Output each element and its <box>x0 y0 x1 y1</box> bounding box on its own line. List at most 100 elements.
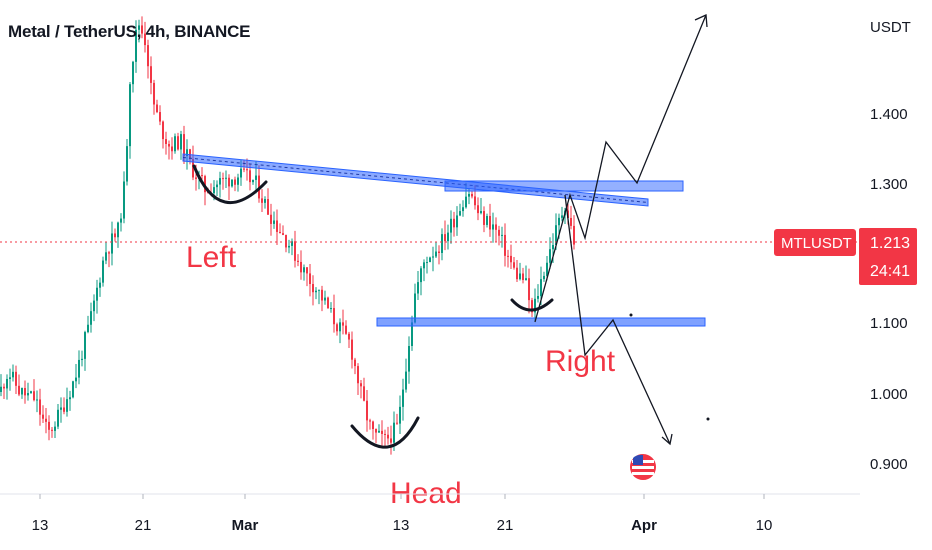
candle-body <box>264 199 266 203</box>
candle-body <box>30 391 32 394</box>
candle-body <box>546 262 548 276</box>
candle-body <box>123 181 125 219</box>
candle-body <box>288 245 290 248</box>
candle-body <box>351 339 353 360</box>
candle-body <box>27 393 29 396</box>
candle-body <box>498 229 500 236</box>
candle-body <box>435 251 437 257</box>
candle-body <box>9 377 11 379</box>
candle-body <box>534 298 536 313</box>
x-tick-label: Mar <box>232 517 259 534</box>
candle-body <box>255 175 257 180</box>
candle-body <box>420 268 422 283</box>
us-flag-event-icon[interactable] <box>628 452 658 482</box>
candle-body <box>303 267 305 273</box>
x-tick-label: 21 <box>497 517 514 534</box>
candle-body <box>315 290 317 293</box>
candle-body <box>78 359 80 378</box>
candle-body <box>147 45 149 67</box>
candle-body <box>36 399 38 401</box>
candle-body <box>522 273 524 280</box>
candle-body <box>105 252 107 261</box>
candle-body <box>327 297 329 309</box>
candle-body <box>330 308 332 310</box>
candle-body <box>468 193 470 197</box>
candle-body <box>477 205 479 214</box>
candle-body <box>486 216 488 225</box>
candle-body <box>75 377 77 382</box>
candle-body <box>348 333 350 340</box>
candle-body <box>51 429 53 431</box>
candle-body <box>42 414 44 419</box>
candle-body <box>441 234 443 253</box>
candle-body <box>3 386 5 389</box>
candle-body <box>48 421 50 430</box>
candle-body <box>483 211 485 225</box>
candle-body <box>24 388 26 396</box>
candle-body <box>414 293 416 323</box>
candle-body <box>15 371 17 386</box>
candle-body <box>12 371 14 378</box>
candle-body <box>165 139 167 144</box>
candle-body <box>57 409 59 427</box>
candle-body <box>444 234 446 242</box>
candle-body <box>279 231 281 234</box>
candle-body <box>90 311 92 325</box>
candle-body <box>45 418 47 422</box>
symbol-label: MTLUSDT <box>781 235 852 252</box>
candle-body <box>399 406 401 424</box>
candle-body <box>372 421 374 430</box>
candle-body <box>363 386 365 401</box>
candle-body <box>84 332 86 359</box>
candle-body <box>549 249 551 263</box>
candle-body <box>141 25 143 34</box>
candle-body <box>159 112 161 122</box>
x-ticks <box>39 494 765 499</box>
candle-body <box>471 193 473 197</box>
candle-body <box>219 178 221 185</box>
candle-body <box>408 346 410 372</box>
candle-body <box>336 324 338 332</box>
bearish-projection-path <box>564 194 671 445</box>
last-price-value: 1.213 <box>870 235 910 252</box>
candle-body <box>396 422 398 424</box>
candle-body <box>537 296 539 299</box>
candle-body <box>357 366 359 384</box>
candle-body <box>432 256 434 258</box>
y-tick-label: 1.400 <box>870 106 908 123</box>
candle-body <box>375 429 377 433</box>
candle-body <box>306 267 308 274</box>
candle-body <box>234 179 236 185</box>
candle-body <box>63 407 65 412</box>
candle-body <box>273 220 275 224</box>
candle-body <box>438 251 440 253</box>
candle-body <box>516 267 518 280</box>
candle-body <box>513 262 515 268</box>
x-tick-label: 13 <box>32 517 49 534</box>
candle-body <box>531 300 533 313</box>
candle-body <box>204 176 206 193</box>
candle-body <box>177 136 179 150</box>
candle-body <box>18 385 20 395</box>
candle-body <box>216 184 218 188</box>
candle-body <box>246 169 248 171</box>
candle-body <box>519 273 521 280</box>
candle-body <box>195 177 197 179</box>
candle-body <box>201 175 203 177</box>
candle-body <box>474 196 476 206</box>
candle-body <box>480 211 482 214</box>
candle-body <box>501 234 503 236</box>
candle-body <box>276 220 278 232</box>
head-arc <box>350 416 420 449</box>
candle-body <box>384 433 386 435</box>
candle-body <box>192 159 194 178</box>
candle-body <box>138 25 140 30</box>
candle-body <box>261 198 263 203</box>
candle-body <box>504 234 506 256</box>
candle-body <box>555 225 557 245</box>
candle-body <box>345 325 347 334</box>
candle-body <box>300 261 302 273</box>
candle-body <box>102 260 104 283</box>
candle-body <box>171 146 173 152</box>
